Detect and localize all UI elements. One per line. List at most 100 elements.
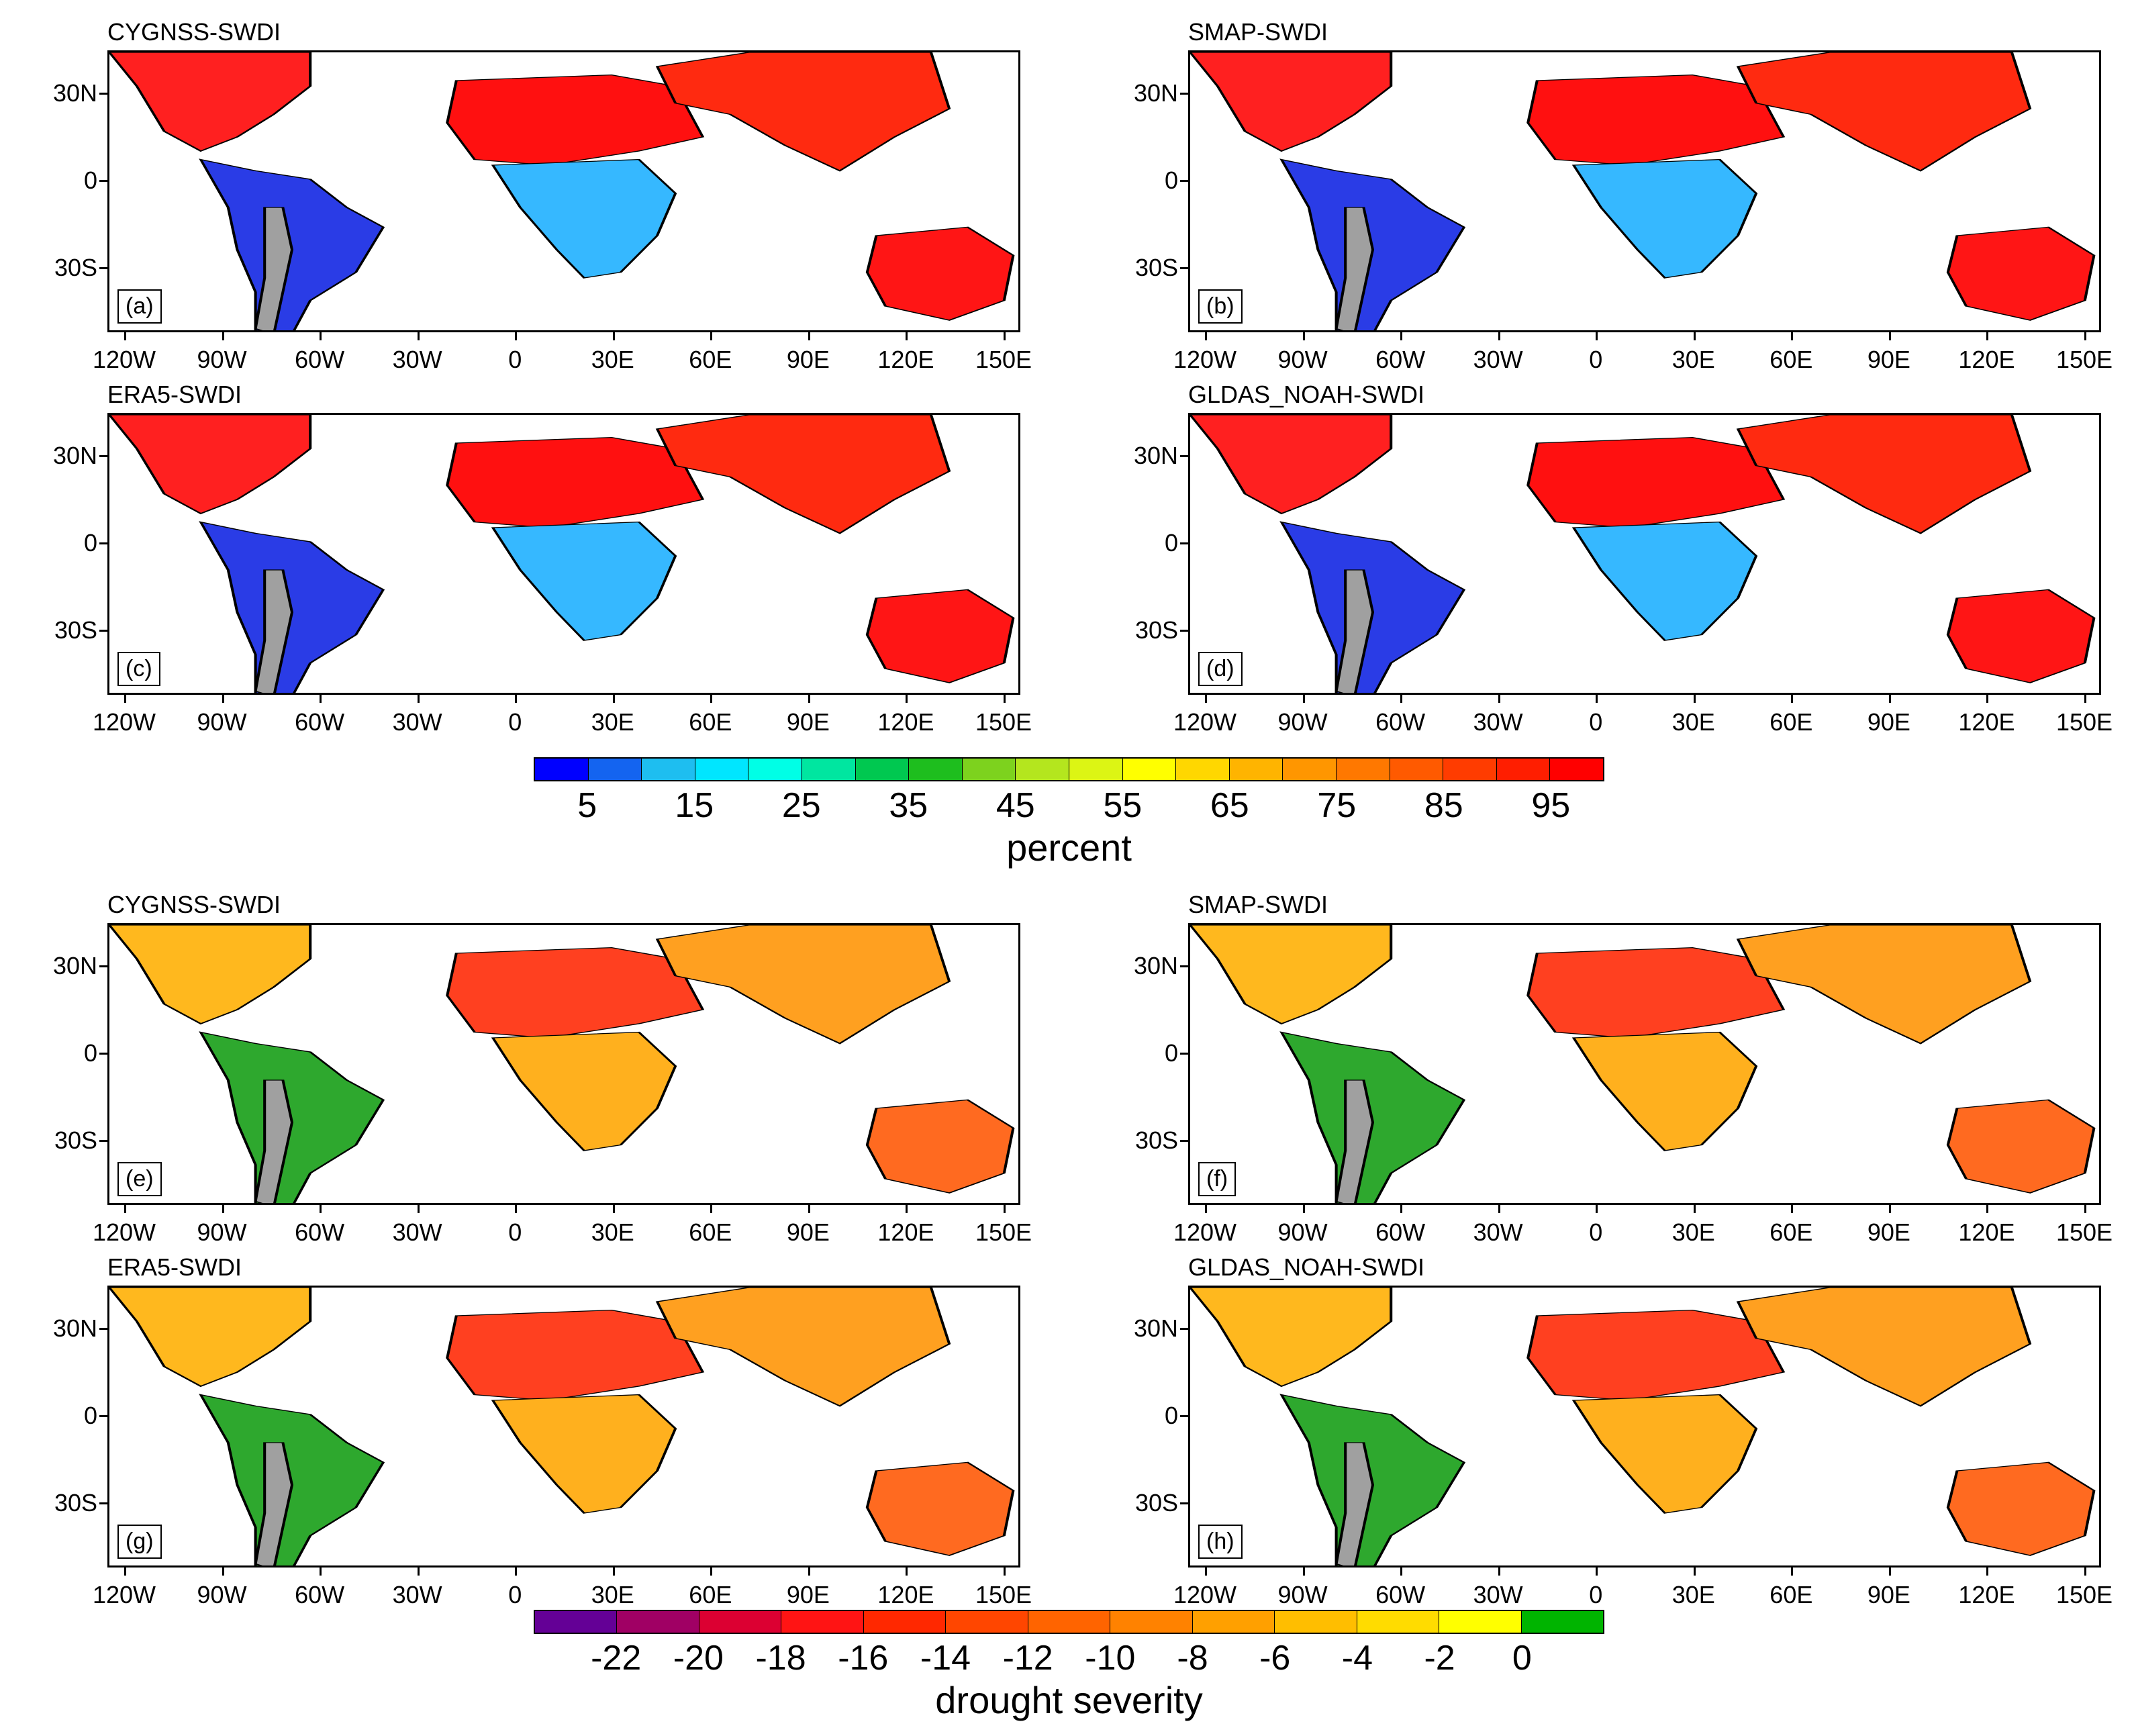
x-tick	[612, 1568, 615, 1576]
y-tick-label: 0	[83, 1039, 97, 1067]
x-tick	[515, 1568, 518, 1576]
x-tick	[1205, 332, 1207, 340]
x-tick-label: 120E	[1958, 708, 2015, 736]
colorbar-swatch	[855, 759, 910, 780]
panel-label: (c)	[117, 652, 160, 686]
x-tick	[417, 1205, 420, 1213]
x-tick-label: 90W	[1277, 708, 1328, 736]
x-tick	[1302, 332, 1305, 340]
x-tick	[1498, 332, 1500, 340]
y-tick-label: 30S	[54, 254, 97, 282]
x-tick-label: 0	[508, 1581, 522, 1608]
x-tick	[1693, 1568, 1696, 1576]
y-tick	[1180, 93, 1188, 95]
x-tick-label: 150E	[2055, 346, 2113, 373]
x-tick-label: 30W	[1473, 1218, 1523, 1246]
x-tick-label: 120W	[1173, 1581, 1237, 1608]
region-africa-s	[1571, 1394, 1758, 1514]
y-tick-label: 30N	[52, 1314, 97, 1342]
x-tick-label: 120W	[92, 708, 156, 736]
region-africa-n	[446, 1309, 705, 1401]
x-tick-label: 120E	[1958, 1218, 2015, 1246]
y-tick-label: 30N	[1133, 79, 1178, 107]
map-field	[109, 52, 1015, 330]
x-tick	[1498, 695, 1500, 703]
x-tick-label: 150E	[2055, 1218, 2113, 1246]
y-tick	[1180, 1415, 1188, 1418]
x-tick	[1498, 1205, 1500, 1213]
x-tick	[515, 1205, 518, 1213]
colorbar-label: -6	[1259, 1639, 1291, 1678]
colorbar-swatch	[1275, 1611, 1357, 1633]
panel-title: GLDAS_NOAH-SWDI	[1188, 1253, 1425, 1281]
colorbar-swatch	[699, 1611, 782, 1633]
colorbar-title: percent	[1006, 826, 1132, 869]
x-tick	[1004, 1568, 1006, 1576]
y-tick-label: 30S	[1134, 254, 1178, 282]
colorbar-swatch	[1016, 759, 1069, 780]
x-tick-label: 30E	[591, 1218, 634, 1246]
panel-title: SMAP-SWDI	[1188, 891, 1328, 918]
colorbar-swatch	[1176, 759, 1230, 780]
x-tick-label: 90E	[1867, 1581, 1910, 1608]
colorbar-label: 95	[1531, 786, 1571, 825]
y-tick	[99, 965, 107, 967]
x-tick-label: 30W	[392, 1581, 442, 1608]
region-north-am	[1190, 52, 1393, 152]
colorbar-swatch	[909, 759, 963, 780]
x-tick-label: 90W	[1277, 346, 1328, 373]
x-tick	[1693, 695, 1696, 703]
x-tick	[1205, 1568, 1207, 1576]
x-tick	[222, 1205, 224, 1213]
x-tick	[1986, 332, 1989, 340]
colorbar-label: -4	[1341, 1639, 1373, 1678]
region-africa-s	[1571, 521, 1758, 641]
colorbar-swatch	[1357, 1611, 1440, 1633]
y-tick-label: 0	[1164, 529, 1178, 557]
map-field	[1190, 52, 2096, 330]
x-tick	[320, 1568, 322, 1576]
y-tick	[99, 180, 107, 183]
y-tick	[1180, 180, 1188, 183]
x-tick	[1302, 695, 1305, 703]
y-tick-label: 30N	[1133, 1314, 1178, 1342]
region-australia	[865, 1461, 1015, 1556]
map-frame: (d)	[1188, 413, 2101, 695]
y-tick-label: 30S	[54, 616, 97, 644]
x-tick-label: 60E	[1769, 1581, 1813, 1608]
x-tick-label: 150E	[2055, 1581, 2113, 1608]
colorbar-swatch	[748, 759, 802, 780]
x-tick	[417, 332, 420, 340]
map-frame: (g)	[107, 1286, 1020, 1568]
x-tick	[1004, 1205, 1006, 1213]
colorbar-swatch	[588, 759, 642, 780]
x-tick	[612, 695, 615, 703]
x-tick	[906, 695, 908, 703]
x-tick	[1004, 695, 1006, 703]
x-tick-label: 0	[1589, 708, 1603, 736]
colorbar-label: 75	[1317, 786, 1357, 825]
y-tick-label: 0	[1164, 1039, 1178, 1067]
colorbar-swatch	[535, 1611, 618, 1633]
x-tick-label: 30E	[591, 708, 634, 736]
x-tick	[2084, 1568, 2086, 1576]
colorbar-label: 35	[889, 786, 928, 825]
x-tick-label: 0	[1589, 346, 1603, 373]
region-africa-s	[491, 158, 677, 279]
region-north-am	[109, 1288, 312, 1388]
region-asia	[655, 415, 951, 534]
y-tick	[1180, 965, 1188, 967]
region-africa-s	[491, 521, 677, 641]
x-tick	[710, 695, 713, 703]
y-tick	[99, 455, 107, 457]
x-tick	[808, 695, 810, 703]
x-tick	[1888, 695, 1891, 703]
x-tick	[1791, 1205, 1794, 1213]
colorbar-label: 25	[781, 786, 821, 825]
x-tick-label: 0	[508, 708, 522, 736]
colorbar-swatch	[695, 759, 749, 780]
x-tick	[417, 695, 420, 703]
x-tick	[1205, 1205, 1207, 1213]
region-missing	[254, 207, 294, 330]
x-tick-label: 120E	[1958, 1581, 2015, 1608]
